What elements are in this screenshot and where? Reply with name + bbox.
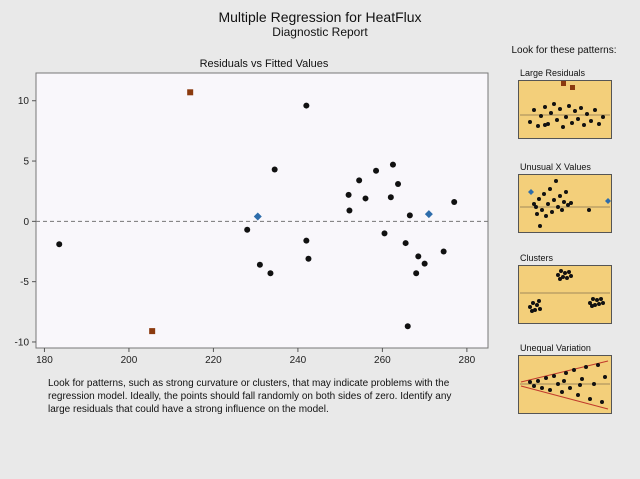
thumbnail-outlier — [561, 81, 566, 86]
unusual-x-point — [253, 212, 262, 221]
y-tick-label: 0 — [23, 217, 29, 228]
residual-point — [56, 241, 63, 248]
large-residual-point — [187, 89, 194, 96]
residual-point — [389, 161, 396, 168]
residual-point — [381, 230, 388, 237]
residual-point — [362, 195, 369, 202]
residual-point — [256, 261, 263, 268]
thumbnail-points — [528, 269, 605, 313]
residual-point — [387, 194, 394, 201]
thumbnail-outlier — [570, 85, 575, 90]
residual-point — [413, 270, 420, 277]
x-tick-label: 240 — [290, 355, 307, 366]
y-tick-label: 10 — [18, 96, 30, 107]
residual-point — [267, 270, 274, 277]
interpretation-note: Look for patterns, such as strong curvat… — [48, 378, 452, 415]
residual-point — [440, 248, 447, 255]
residual-point — [421, 260, 428, 267]
large-residual-point — [149, 328, 156, 335]
thumbnail-points — [528, 363, 607, 404]
x-tick-label: 200 — [121, 355, 138, 366]
x-tick-label: 220 — [205, 355, 222, 366]
unusual-x-point — [424, 210, 433, 219]
residual-point — [303, 237, 310, 244]
patterns-title: Look for these patterns: — [511, 45, 617, 56]
unequal-variation-thumbnail — [518, 355, 612, 414]
report-title: Multiple Regression for HeatFlux — [218, 9, 422, 25]
residual-point — [244, 226, 251, 233]
residual-point — [345, 191, 352, 198]
x-tick-label: 280 — [459, 355, 476, 366]
thumbnail-unusual-point — [528, 189, 534, 195]
x-tick-label: 260 — [374, 355, 391, 366]
residual-point — [404, 323, 411, 330]
plot-area — [35, 72, 489, 349]
y-tick-label: -10 — [15, 337, 30, 348]
residual-point — [395, 180, 402, 187]
residual-point — [305, 255, 312, 262]
thumbnail-unusual-point — [605, 198, 611, 204]
residual-point — [373, 167, 380, 174]
x-tick-label: 180 — [36, 355, 53, 366]
residual-point — [271, 166, 278, 173]
chart-title: Residuals vs Fitted Values — [199, 58, 329, 70]
residual-point — [415, 253, 422, 260]
residual-point — [346, 207, 353, 214]
pattern-label-unequal-variation: Unequal Variation — [520, 343, 591, 353]
large-residuals-thumbnail — [518, 80, 612, 139]
clusters-thumbnail — [518, 265, 612, 324]
pattern-label-unusual-x: Unusual X Values — [520, 162, 591, 172]
thumbnail-cone-line — [520, 385, 609, 410]
y-tick-label: 5 — [23, 157, 29, 168]
residual-point — [356, 177, 363, 184]
report-subtitle: Diagnostic Report — [272, 25, 368, 39]
thumbnail-points — [532, 179, 591, 228]
residual-point — [451, 199, 458, 206]
thumbnail-cone-line — [520, 360, 609, 383]
residual-point — [303, 102, 310, 109]
residual-point — [406, 212, 413, 219]
y-tick-label: -5 — [20, 277, 29, 288]
residual-point — [402, 240, 409, 247]
pattern-label-large-residuals: Large Residuals — [520, 68, 586, 78]
unusual-x-thumbnail — [518, 174, 612, 233]
pattern-label-clusters: Clusters — [520, 253, 554, 263]
thumbnail-frame — [518, 265, 612, 324]
thumbnail-points — [528, 102, 605, 129]
